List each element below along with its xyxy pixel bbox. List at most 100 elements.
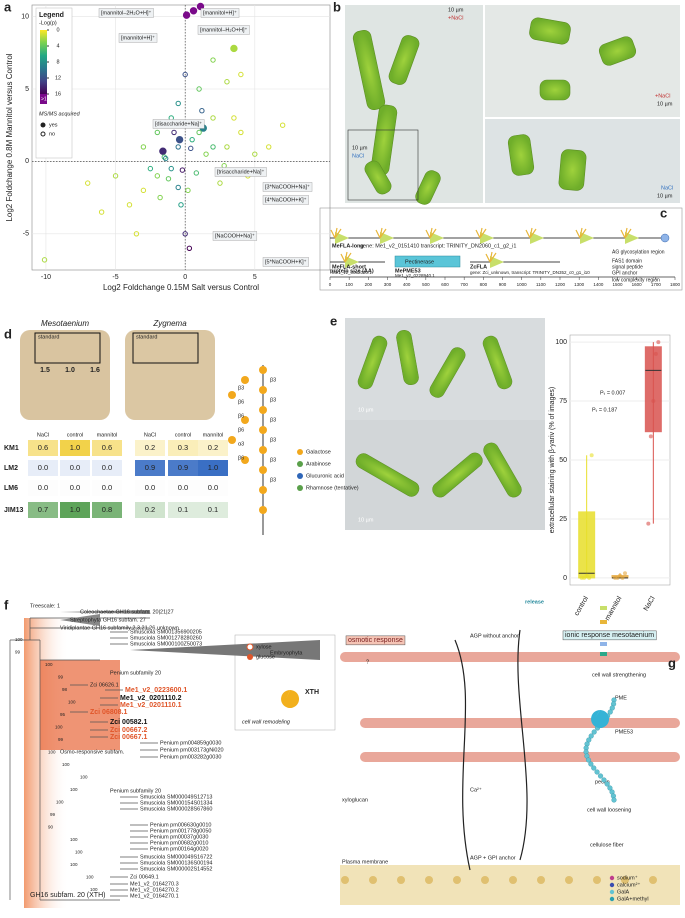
diagram-label: release [525,599,544,605]
cell [60,502,90,518]
cell [415,170,441,205]
fas1-domain [430,232,444,244]
pectin-bead [607,709,613,715]
cell [168,460,198,476]
label: mannitol [203,432,224,438]
label: MePME53 [395,268,421,274]
data-point [196,2,205,11]
x-tick-label: 700 [460,282,468,287]
x-tick-label: NaCl [643,595,657,612]
data-point [230,44,238,53]
label: NaCl [144,432,156,438]
cell-value: 0.9 [145,463,155,472]
leaf-label: Smusciola SM000154S01334 [140,800,212,806]
galactose [259,366,267,374]
membrane-lipid [481,876,489,884]
annotation-box [152,119,205,129]
label: mannitol [97,432,118,438]
leaf-label: Smusciola SM001356900205 [130,629,202,635]
fas1-domain [580,232,594,244]
linkage: β6 [238,455,244,461]
galactose [259,486,267,494]
x-tick-label: 1200 [555,282,566,287]
x-tick-label: 1400 [593,282,604,287]
annotation-box [214,167,267,177]
galactose [259,506,267,514]
y-tick-label: 0 [563,575,567,582]
galactose [228,391,236,399]
panel-c-frame [319,207,683,291]
legend-label: Glucuronic acid [306,473,344,479]
label-box [345,635,406,646]
cell-value: 0.7 [38,505,48,514]
linkage: β3 [270,457,276,463]
ag-region [620,227,632,239]
cell-value: 0.1 [208,505,218,514]
colorbar-label: 4 [56,43,59,49]
ag-region [525,227,537,239]
diagram-label: PME53 [615,729,633,735]
annotation-box [98,8,154,18]
data-point [85,180,91,186]
box [644,346,662,433]
y-axis-label: extracellular staining with β-yariv (% o… [549,387,556,533]
leaf-label: Penium pm00682g0010 [150,840,208,846]
legend-label: Arabinose [306,461,331,467]
cell-value: 0.0 [145,483,155,492]
diagram-label: PME [615,695,627,701]
data-point [154,129,161,136]
fas1-domain [530,232,544,244]
legend-label: calcium²⁺ [617,881,640,888]
leaf-label: Penium pm001778g0050 [150,828,211,834]
annotation-box [200,8,240,18]
pectin-bead [607,785,613,791]
leaf-label: Zci 00667.1 [110,734,147,741]
cell [364,160,392,195]
leaf-label: Me1_v2_0201110.1 [120,702,182,709]
label: Legend [39,12,64,19]
membrane-lipid [621,876,629,884]
cell [168,440,198,456]
cell-value: 0.0 [70,483,80,492]
label: standard [38,334,59,340]
cell [28,502,58,518]
bootstrap: 100 [70,862,78,867]
cell [539,79,571,101]
annotation: [5*NaCOOH+K]⁺ [265,258,307,265]
label: MeFLA-short [332,264,366,270]
diagram-label: AGP + GPI anchor [470,855,516,861]
bootstrap: 100 [70,787,78,792]
x-tick-label: 800 [480,282,488,287]
x-tick-label: 0 [329,282,332,287]
pectin-bead [611,797,617,803]
annotation: [mannitol+H]⁺ [121,34,155,41]
linkage: β3 [238,385,244,391]
x-tick-label: control [573,595,590,617]
cell [92,460,122,476]
colorbar-label: 0 [56,27,59,33]
colorbar-label: 12 [55,75,61,81]
data-point [165,176,172,182]
y-tick-label: 50 [559,457,567,464]
cell-value: 0.6 [38,443,48,452]
legend-swatch [600,642,607,646]
leaf-label: Zci 06626.1 [90,682,119,688]
x-tick-label: 300 [384,282,392,287]
cell [60,440,90,456]
fas1-domain [335,232,349,244]
cell [168,502,198,518]
bootstrap: 99 [58,737,64,742]
point [584,573,589,578]
data-point [162,155,169,162]
clade-label: Embryophyta [270,650,303,656]
pectin-bead [609,705,615,711]
membrane-lipid [341,876,349,884]
fas1-domain [345,256,359,268]
membrane-lipid [509,876,517,884]
label: e [330,313,337,328]
galactose [259,446,267,454]
scale-bar-label: 10 µm [448,7,464,13]
x-tick-label: 500 [422,282,430,287]
inset-mark [247,654,253,660]
